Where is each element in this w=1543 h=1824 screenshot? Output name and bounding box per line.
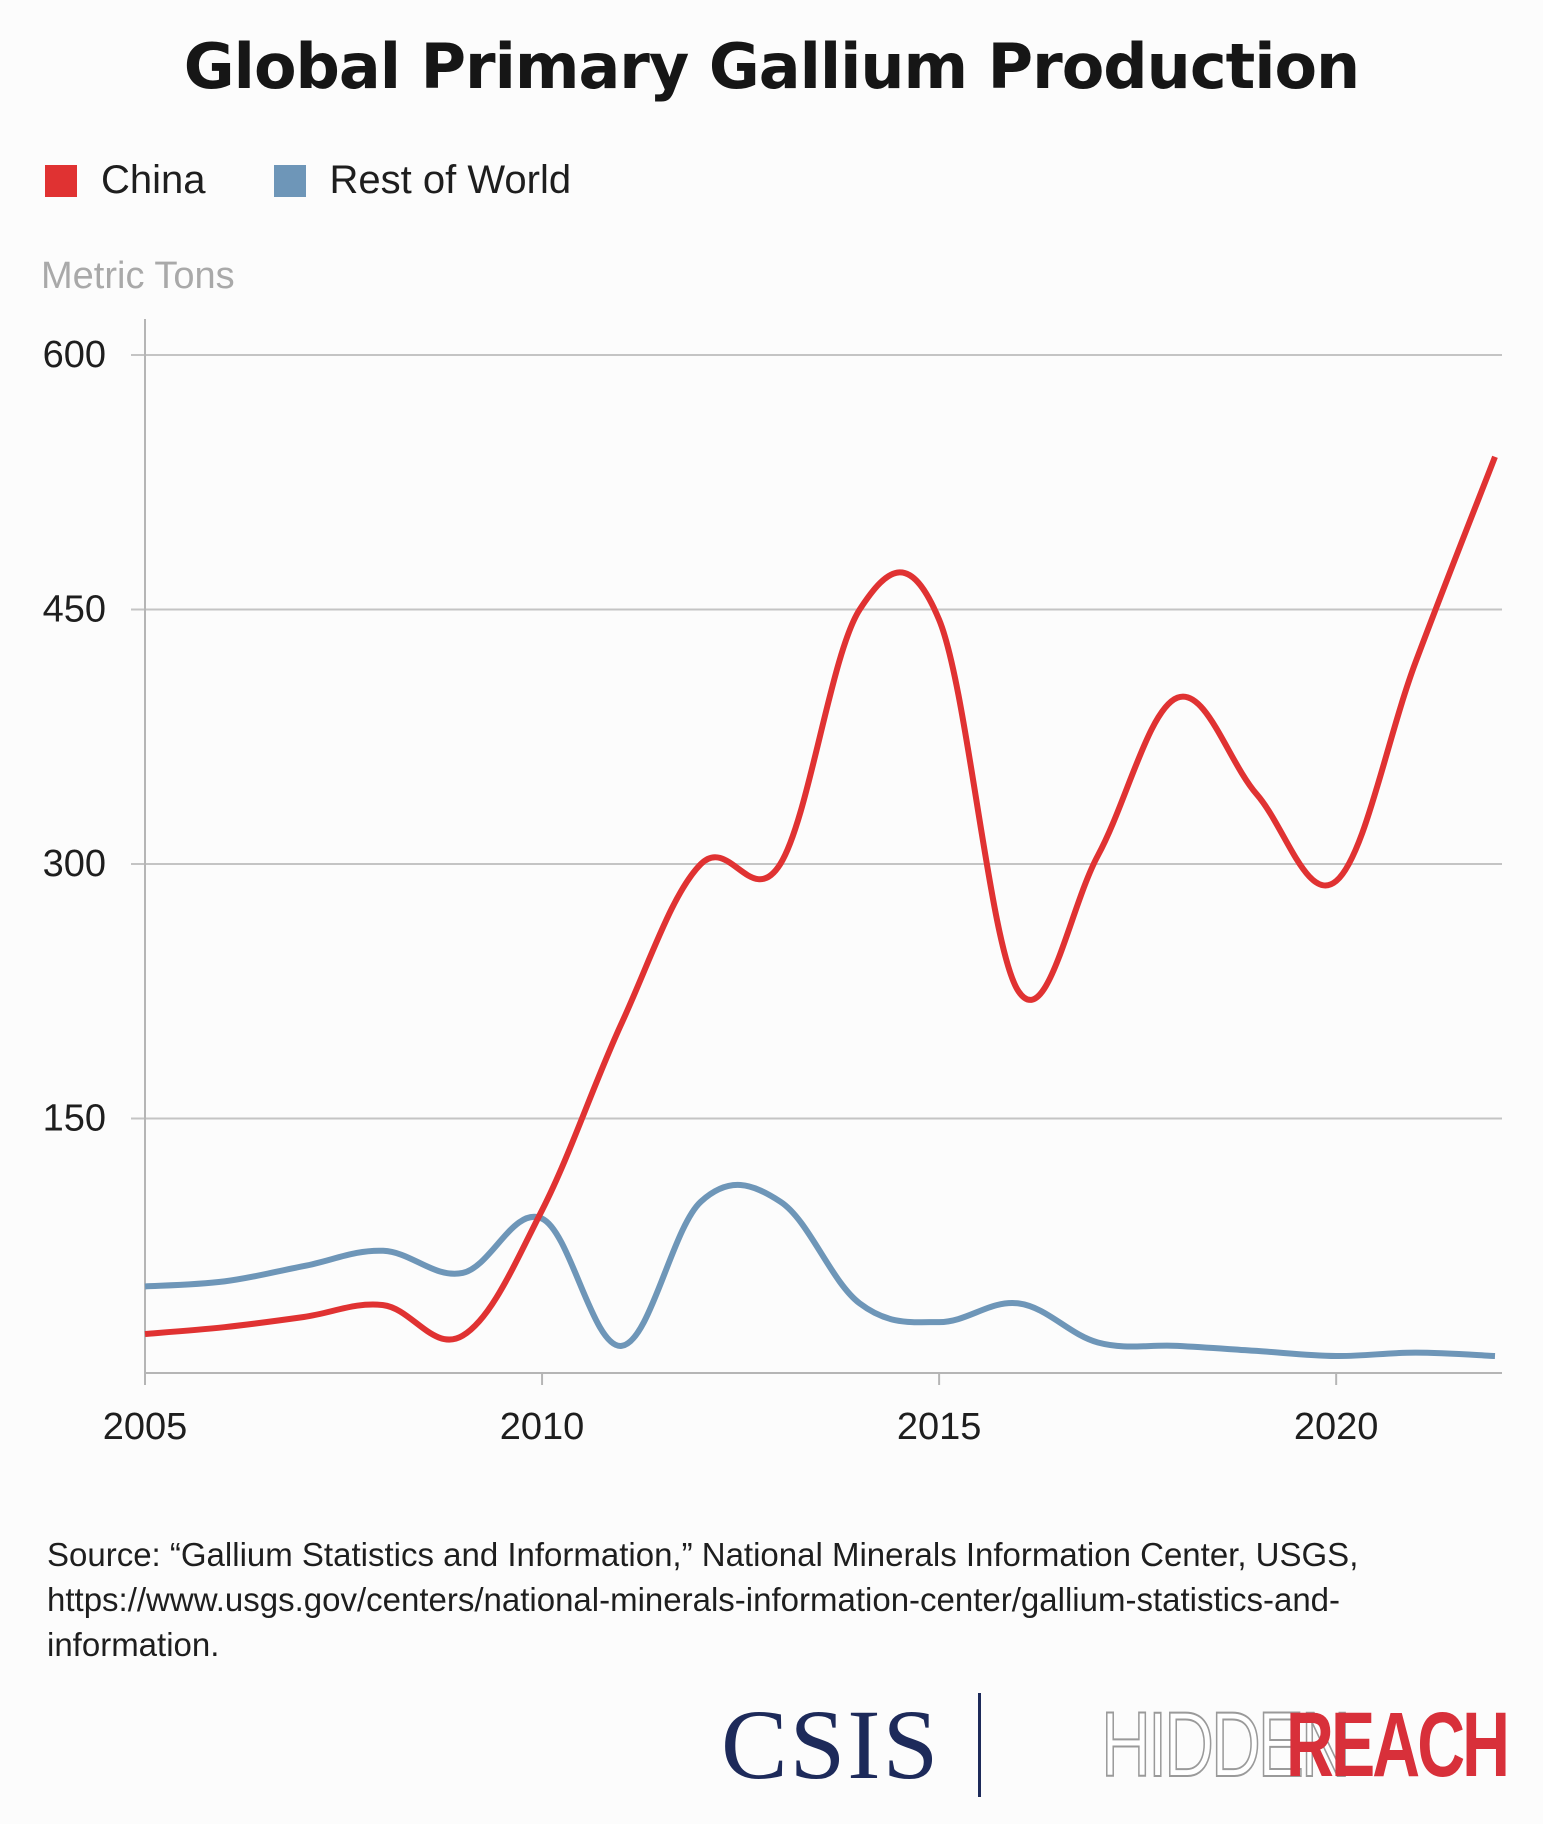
legend-swatch-china	[45, 164, 77, 197]
y-axis-unit-label: Metric Tons	[41, 255, 235, 297]
x-tick-label-2005: 2005	[103, 1406, 188, 1448]
legend-label-rest-of-world: Rest of World	[329, 158, 572, 202]
source-note: Source: “Gallium Statistics and Informat…	[47, 1536, 1359, 1663]
chart-title: Global Primary Gallium Production	[183, 30, 1360, 103]
hidden-reach-logo-reach: REACH	[1285, 1693, 1510, 1796]
logo-divider	[978, 1693, 982, 1797]
series-line-rest-of-world	[144, 1182, 1496, 1360]
series-lines	[144, 455, 1498, 1360]
hidden-reach-logo: HIDDEN REACH	[1019, 1693, 1510, 1798]
y-tick-label-300: 300	[43, 843, 106, 885]
series-line-china	[144, 455, 1498, 1343]
legend: China Rest of World	[45, 158, 639, 203]
csis-logo: CSIS	[720, 1689, 941, 1800]
legend-swatch-rest-of-world	[273, 164, 306, 197]
axes	[144, 319, 1502, 1385]
y-tick-label-600: 600	[43, 334, 106, 376]
x-tick-label-2010: 2010	[500, 1406, 585, 1448]
y-tick-label-150: 150	[43, 1098, 106, 1140]
x-tick-label-2015: 2015	[897, 1406, 982, 1448]
x-tick-label-2020: 2020	[1294, 1406, 1379, 1448]
hidden-reach-logo-hidden: HIDDEN	[1101, 1693, 1352, 1797]
y-tick-label-450: 450	[43, 589, 106, 631]
legend-label-china: China	[101, 158, 206, 202]
legend-item-china: China	[45, 158, 206, 203]
gridlines	[131, 354, 1502, 1120]
logo-bar: CSIS HIDDEN REACH	[720, 1689, 1510, 1800]
tick-labels: 150 300 450 600 2005 2010 2015 2020	[43, 334, 1379, 1448]
legend-item-rest-of-world: Rest of World	[273, 158, 572, 203]
